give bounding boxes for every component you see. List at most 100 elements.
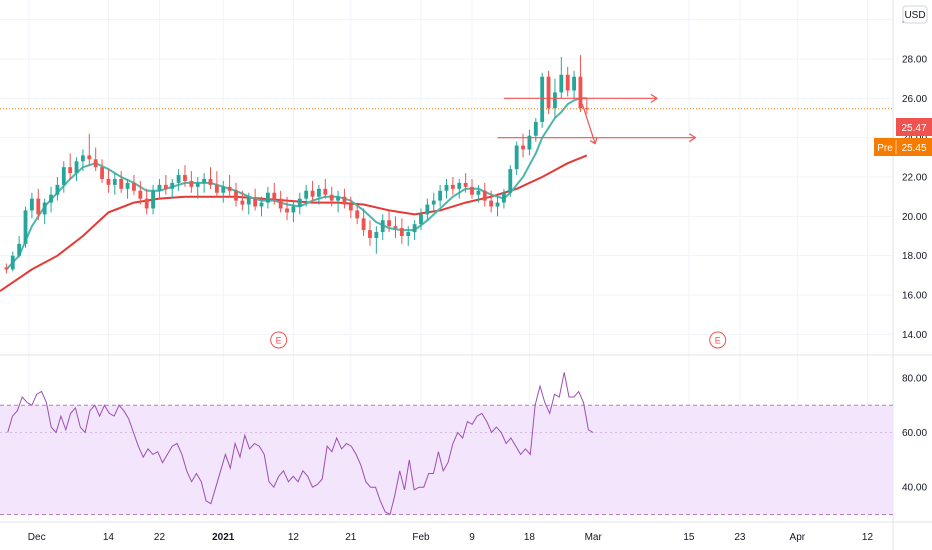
candle[interactable] bbox=[55, 177, 60, 201]
candle[interactable] bbox=[221, 180, 226, 203]
candle[interactable] bbox=[297, 192, 302, 215]
candle[interactable] bbox=[559, 57, 564, 99]
candle[interactable] bbox=[380, 214, 385, 240]
candle[interactable] bbox=[463, 173, 468, 193]
candle[interactable] bbox=[100, 159, 104, 183]
candle[interactable] bbox=[208, 167, 213, 189]
candle[interactable] bbox=[176, 169, 181, 191]
candle[interactable] bbox=[240, 190, 245, 211]
candle[interactable] bbox=[170, 178, 175, 199]
candle[interactable] bbox=[514, 141, 519, 176]
candle[interactable] bbox=[87, 133, 92, 166]
candle[interactable] bbox=[393, 216, 398, 238]
candle[interactable] bbox=[508, 165, 513, 197]
earnings-marker[interactable]: E bbox=[709, 331, 727, 349]
candle[interactable] bbox=[310, 180, 315, 201]
candle[interactable] bbox=[304, 184, 309, 207]
candle[interactable] bbox=[195, 177, 200, 199]
candle[interactable] bbox=[42, 198, 47, 225]
candle[interactable] bbox=[214, 171, 219, 197]
candle[interactable] bbox=[138, 180, 143, 205]
candle[interactable] bbox=[438, 184, 443, 207]
price-axis[interactable]: 14.0016.0018.0020.0022.0024.0026.0028.00… bbox=[902, 5, 928, 494]
candle[interactable] bbox=[374, 226, 379, 254]
candle[interactable] bbox=[23, 206, 28, 248]
candles[interactable] bbox=[4, 55, 589, 274]
candle[interactable] bbox=[431, 192, 436, 213]
candle[interactable] bbox=[355, 202, 360, 225]
candle[interactable] bbox=[412, 220, 417, 240]
candle[interactable] bbox=[546, 70, 551, 115]
candle[interactable] bbox=[450, 177, 455, 195]
candle[interactable] bbox=[342, 188, 347, 209]
candle[interactable] bbox=[29, 192, 34, 219]
earnings-marker[interactable]: E bbox=[270, 331, 288, 349]
candle[interactable] bbox=[565, 66, 570, 97]
candle[interactable] bbox=[278, 190, 283, 213]
candle[interactable] bbox=[291, 200, 296, 223]
candle[interactable] bbox=[584, 98, 589, 115]
candle[interactable] bbox=[144, 188, 149, 215]
candle[interactable] bbox=[4, 263, 9, 274]
candle[interactable] bbox=[259, 196, 264, 217]
candle[interactable] bbox=[285, 196, 289, 221]
currency-button[interactable]: USD bbox=[902, 5, 928, 24]
candle[interactable] bbox=[387, 210, 392, 233]
candle[interactable] bbox=[272, 182, 277, 205]
candle[interactable] bbox=[163, 175, 168, 195]
candle[interactable] bbox=[527, 129, 532, 156]
candle[interactable] bbox=[151, 184, 155, 215]
candle[interactable] bbox=[476, 184, 481, 203]
candle[interactable] bbox=[17, 236, 22, 258]
candle[interactable] bbox=[106, 169, 111, 193]
candle[interactable] bbox=[68, 153, 73, 179]
candle[interactable] bbox=[540, 72, 545, 128]
candle[interactable] bbox=[329, 186, 334, 207]
candle[interactable] bbox=[265, 186, 270, 209]
candle[interactable] bbox=[10, 251, 15, 272]
candle[interactable] bbox=[246, 192, 251, 215]
candle[interactable] bbox=[81, 149, 85, 172]
candle[interactable] bbox=[336, 190, 340, 213]
candle[interactable] bbox=[74, 157, 79, 181]
candle[interactable] bbox=[348, 196, 353, 219]
down-arrow-drawing[interactable] bbox=[581, 104, 598, 145]
candle[interactable] bbox=[36, 188, 41, 221]
candle[interactable] bbox=[202, 173, 207, 193]
candle[interactable] bbox=[578, 55, 583, 113]
candle[interactable] bbox=[125, 178, 130, 199]
candle[interactable] bbox=[189, 171, 194, 193]
candle[interactable] bbox=[49, 186, 53, 213]
candle[interactable] bbox=[495, 196, 500, 217]
candle[interactable] bbox=[323, 178, 328, 199]
upper-arrow-drawing[interactable] bbox=[503, 93, 659, 103]
candle[interactable] bbox=[157, 178, 162, 199]
candle[interactable] bbox=[457, 178, 462, 199]
candle[interactable] bbox=[470, 178, 474, 199]
candle[interactable] bbox=[183, 165, 187, 187]
candle[interactable] bbox=[112, 173, 117, 195]
candle[interactable] bbox=[399, 218, 404, 244]
candle[interactable] bbox=[419, 208, 423, 231]
candle[interactable] bbox=[361, 208, 366, 236]
candle[interactable] bbox=[444, 178, 449, 199]
candle[interactable] bbox=[489, 190, 494, 213]
candle[interactable] bbox=[253, 188, 258, 211]
candle[interactable] bbox=[368, 220, 372, 246]
candle[interactable] bbox=[227, 175, 232, 197]
candle[interactable] bbox=[93, 147, 98, 172]
lower-arrow-drawing[interactable] bbox=[497, 133, 697, 143]
candle[interactable] bbox=[572, 70, 576, 99]
candle[interactable] bbox=[132, 175, 136, 195]
candle[interactable] bbox=[501, 188, 506, 209]
time-axis[interactable]: Dec 14 22 2021 12 21 Feb 9 18 Mar 15 23 Apr 12 bbox=[28, 532, 874, 543]
candle[interactable] bbox=[234, 182, 238, 207]
candle[interactable] bbox=[119, 171, 124, 193]
candle[interactable] bbox=[61, 161, 66, 193]
candle[interactable] bbox=[317, 184, 321, 205]
candle[interactable] bbox=[406, 226, 411, 246]
candle[interactable] bbox=[425, 198, 430, 221]
